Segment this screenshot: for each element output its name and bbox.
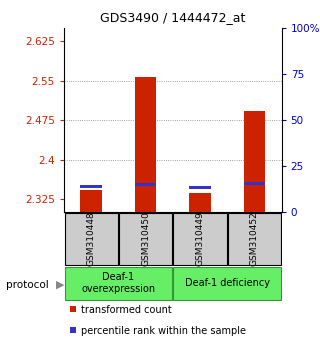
Bar xyxy=(173,267,281,300)
Text: GSM310448: GSM310448 xyxy=(87,212,96,266)
Text: GSM310450: GSM310450 xyxy=(141,211,150,267)
Text: GSM310449: GSM310449 xyxy=(196,212,204,266)
Bar xyxy=(80,185,102,188)
Title: GDS3490 / 1444472_at: GDS3490 / 1444472_at xyxy=(100,11,245,24)
Text: Deaf-1 deficiency: Deaf-1 deficiency xyxy=(185,278,270,288)
Text: GSM310452: GSM310452 xyxy=(250,212,259,266)
Bar xyxy=(65,267,172,300)
Bar xyxy=(65,213,118,265)
Bar xyxy=(135,183,156,186)
Bar xyxy=(244,182,265,185)
Text: protocol: protocol xyxy=(6,280,49,290)
Bar xyxy=(173,213,227,265)
Bar xyxy=(119,213,172,265)
Text: Deaf-1
overexpression: Deaf-1 overexpression xyxy=(81,272,156,294)
Text: transformed count: transformed count xyxy=(81,305,172,315)
Text: percentile rank within the sample: percentile rank within the sample xyxy=(81,326,246,336)
Bar xyxy=(135,77,156,212)
Bar xyxy=(80,190,102,212)
Bar xyxy=(244,112,265,212)
Bar xyxy=(189,186,211,189)
Bar xyxy=(228,213,281,265)
Bar xyxy=(189,193,211,212)
Text: ▶: ▶ xyxy=(56,280,65,290)
